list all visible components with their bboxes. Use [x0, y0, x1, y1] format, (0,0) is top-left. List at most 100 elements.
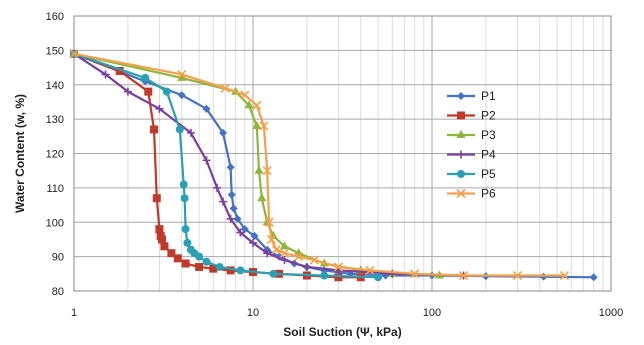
- data-point-p6: [267, 234, 277, 245]
- data-point-p4: [186, 128, 195, 137]
- data-point-p4: [213, 183, 222, 192]
- x-tick-label: 1000: [599, 307, 623, 319]
- y-tick-label: 100: [46, 217, 64, 229]
- data-point-p6: [512, 270, 522, 281]
- data-point-p4: [280, 256, 289, 265]
- series-line-p1: [73, 52, 594, 279]
- x-axis-ticks: 1 10 100 1000: [71, 307, 623, 319]
- data-point-p2: [167, 249, 176, 258]
- data-point-p2: [150, 125, 159, 134]
- legend-marker: [457, 150, 465, 159]
- data-point-p1: [250, 232, 259, 240]
- legend-item-p3: P3: [447, 128, 496, 142]
- legend-label: P5: [481, 167, 496, 181]
- data-point-p6: [410, 269, 420, 279]
- y-tick-label: 80: [52, 286, 64, 298]
- series-group: [69, 48, 598, 282]
- series-p6: [69, 49, 570, 281]
- y-tick-label: 130: [46, 114, 64, 126]
- y-tick-label: 110: [46, 183, 64, 195]
- data-point-p6: [294, 252, 304, 262]
- data-point-p4: [302, 262, 311, 271]
- data-point-p5: [179, 180, 188, 189]
- y-axis-ticks: 80 90 100 110 120 130 140 150 160: [46, 11, 64, 298]
- data-point-p6: [259, 121, 269, 131]
- data-point-p6: [458, 270, 469, 281]
- data-point-p2: [144, 87, 153, 96]
- data-point-p2: [181, 259, 190, 268]
- legend: P1 P2 P3 P4 P5 P6: [447, 89, 496, 201]
- legend-label: P2: [481, 109, 496, 123]
- data-point-p6: [264, 217, 274, 227]
- data-point-p3: [177, 72, 187, 81]
- legend-label: P4: [481, 148, 496, 162]
- data-point-p3: [280, 241, 290, 250]
- legend-item-p4: P4: [447, 148, 496, 162]
- data-point-p5: [374, 273, 383, 282]
- legend-item-p2: P2: [447, 109, 496, 123]
- data-point-p1: [177, 91, 186, 100]
- data-point-p4: [101, 70, 110, 79]
- series-p5: [70, 49, 383, 282]
- series-p3: [69, 48, 444, 279]
- data-point-p1: [202, 104, 211, 113]
- data-point-p1: [226, 163, 235, 172]
- data-point-p2: [209, 264, 218, 273]
- data-point-p5: [162, 87, 171, 96]
- series-line-p6: [73, 52, 565, 277]
- data-point-p6: [333, 262, 343, 272]
- y-tick-label: 90: [52, 252, 64, 264]
- data-point-p6: [309, 255, 319, 265]
- data-point-p1: [229, 204, 238, 213]
- data-point-p4: [226, 214, 235, 223]
- x-axis-title: Soil Suction (Ψ, kPa): [283, 325, 401, 339]
- data-point-p6: [69, 49, 79, 59]
- data-point-p2: [115, 67, 124, 75]
- data-point-p3: [257, 193, 267, 202]
- legend-item-p5: P5: [447, 167, 496, 181]
- data-point-p2: [173, 254, 182, 263]
- data-point-p1: [233, 214, 242, 223]
- data-point-p6: [220, 83, 230, 93]
- y-tick-label: 120: [46, 149, 64, 161]
- data-point-p6: [559, 270, 570, 281]
- data-point-p2: [157, 235, 166, 244]
- data-point-p6: [177, 69, 187, 80]
- data-point-p6: [365, 265, 375, 275]
- legend-marker: [456, 130, 466, 138]
- data-point-p1: [219, 128, 228, 137]
- data-point-p5: [183, 238, 192, 247]
- data-point-p5: [269, 269, 278, 278]
- data-point-p4: [263, 249, 272, 258]
- legend-marker: [457, 111, 465, 120]
- y-tick-label: 150: [46, 45, 64, 57]
- legend-item-p6: P6: [447, 187, 496, 201]
- data-point-p1: [227, 190, 236, 199]
- data-point-p4: [249, 238, 257, 247]
- data-point-p4: [219, 197, 228, 206]
- data-point-p5: [175, 125, 184, 134]
- data-point-p5: [320, 271, 329, 280]
- data-point-p6: [279, 248, 290, 258]
- y-tick-label: 160: [46, 11, 64, 23]
- x-tick-label: 1: [71, 307, 77, 319]
- data-point-p3: [254, 165, 264, 174]
- data-point-p6: [271, 245, 281, 255]
- y-tick-label: 140: [46, 80, 64, 92]
- x-tick-label: 100: [423, 307, 441, 319]
- legend-label: P6: [481, 187, 496, 201]
- data-point-p5: [215, 262, 224, 271]
- data-point-p4: [202, 156, 211, 165]
- legend-marker: [456, 188, 466, 199]
- series-p4: [70, 49, 468, 280]
- legend-marker: [457, 170, 465, 178]
- data-point-p3: [244, 100, 254, 109]
- legend-item-p1: P1: [447, 89, 496, 103]
- y-axis-title: Water Content (w, %): [13, 94, 27, 213]
- data-point-p2: [226, 266, 235, 275]
- data-point-p2: [195, 262, 204, 271]
- data-point-p2: [155, 225, 164, 234]
- data-point-p5: [202, 257, 211, 266]
- data-point-p2: [334, 273, 343, 282]
